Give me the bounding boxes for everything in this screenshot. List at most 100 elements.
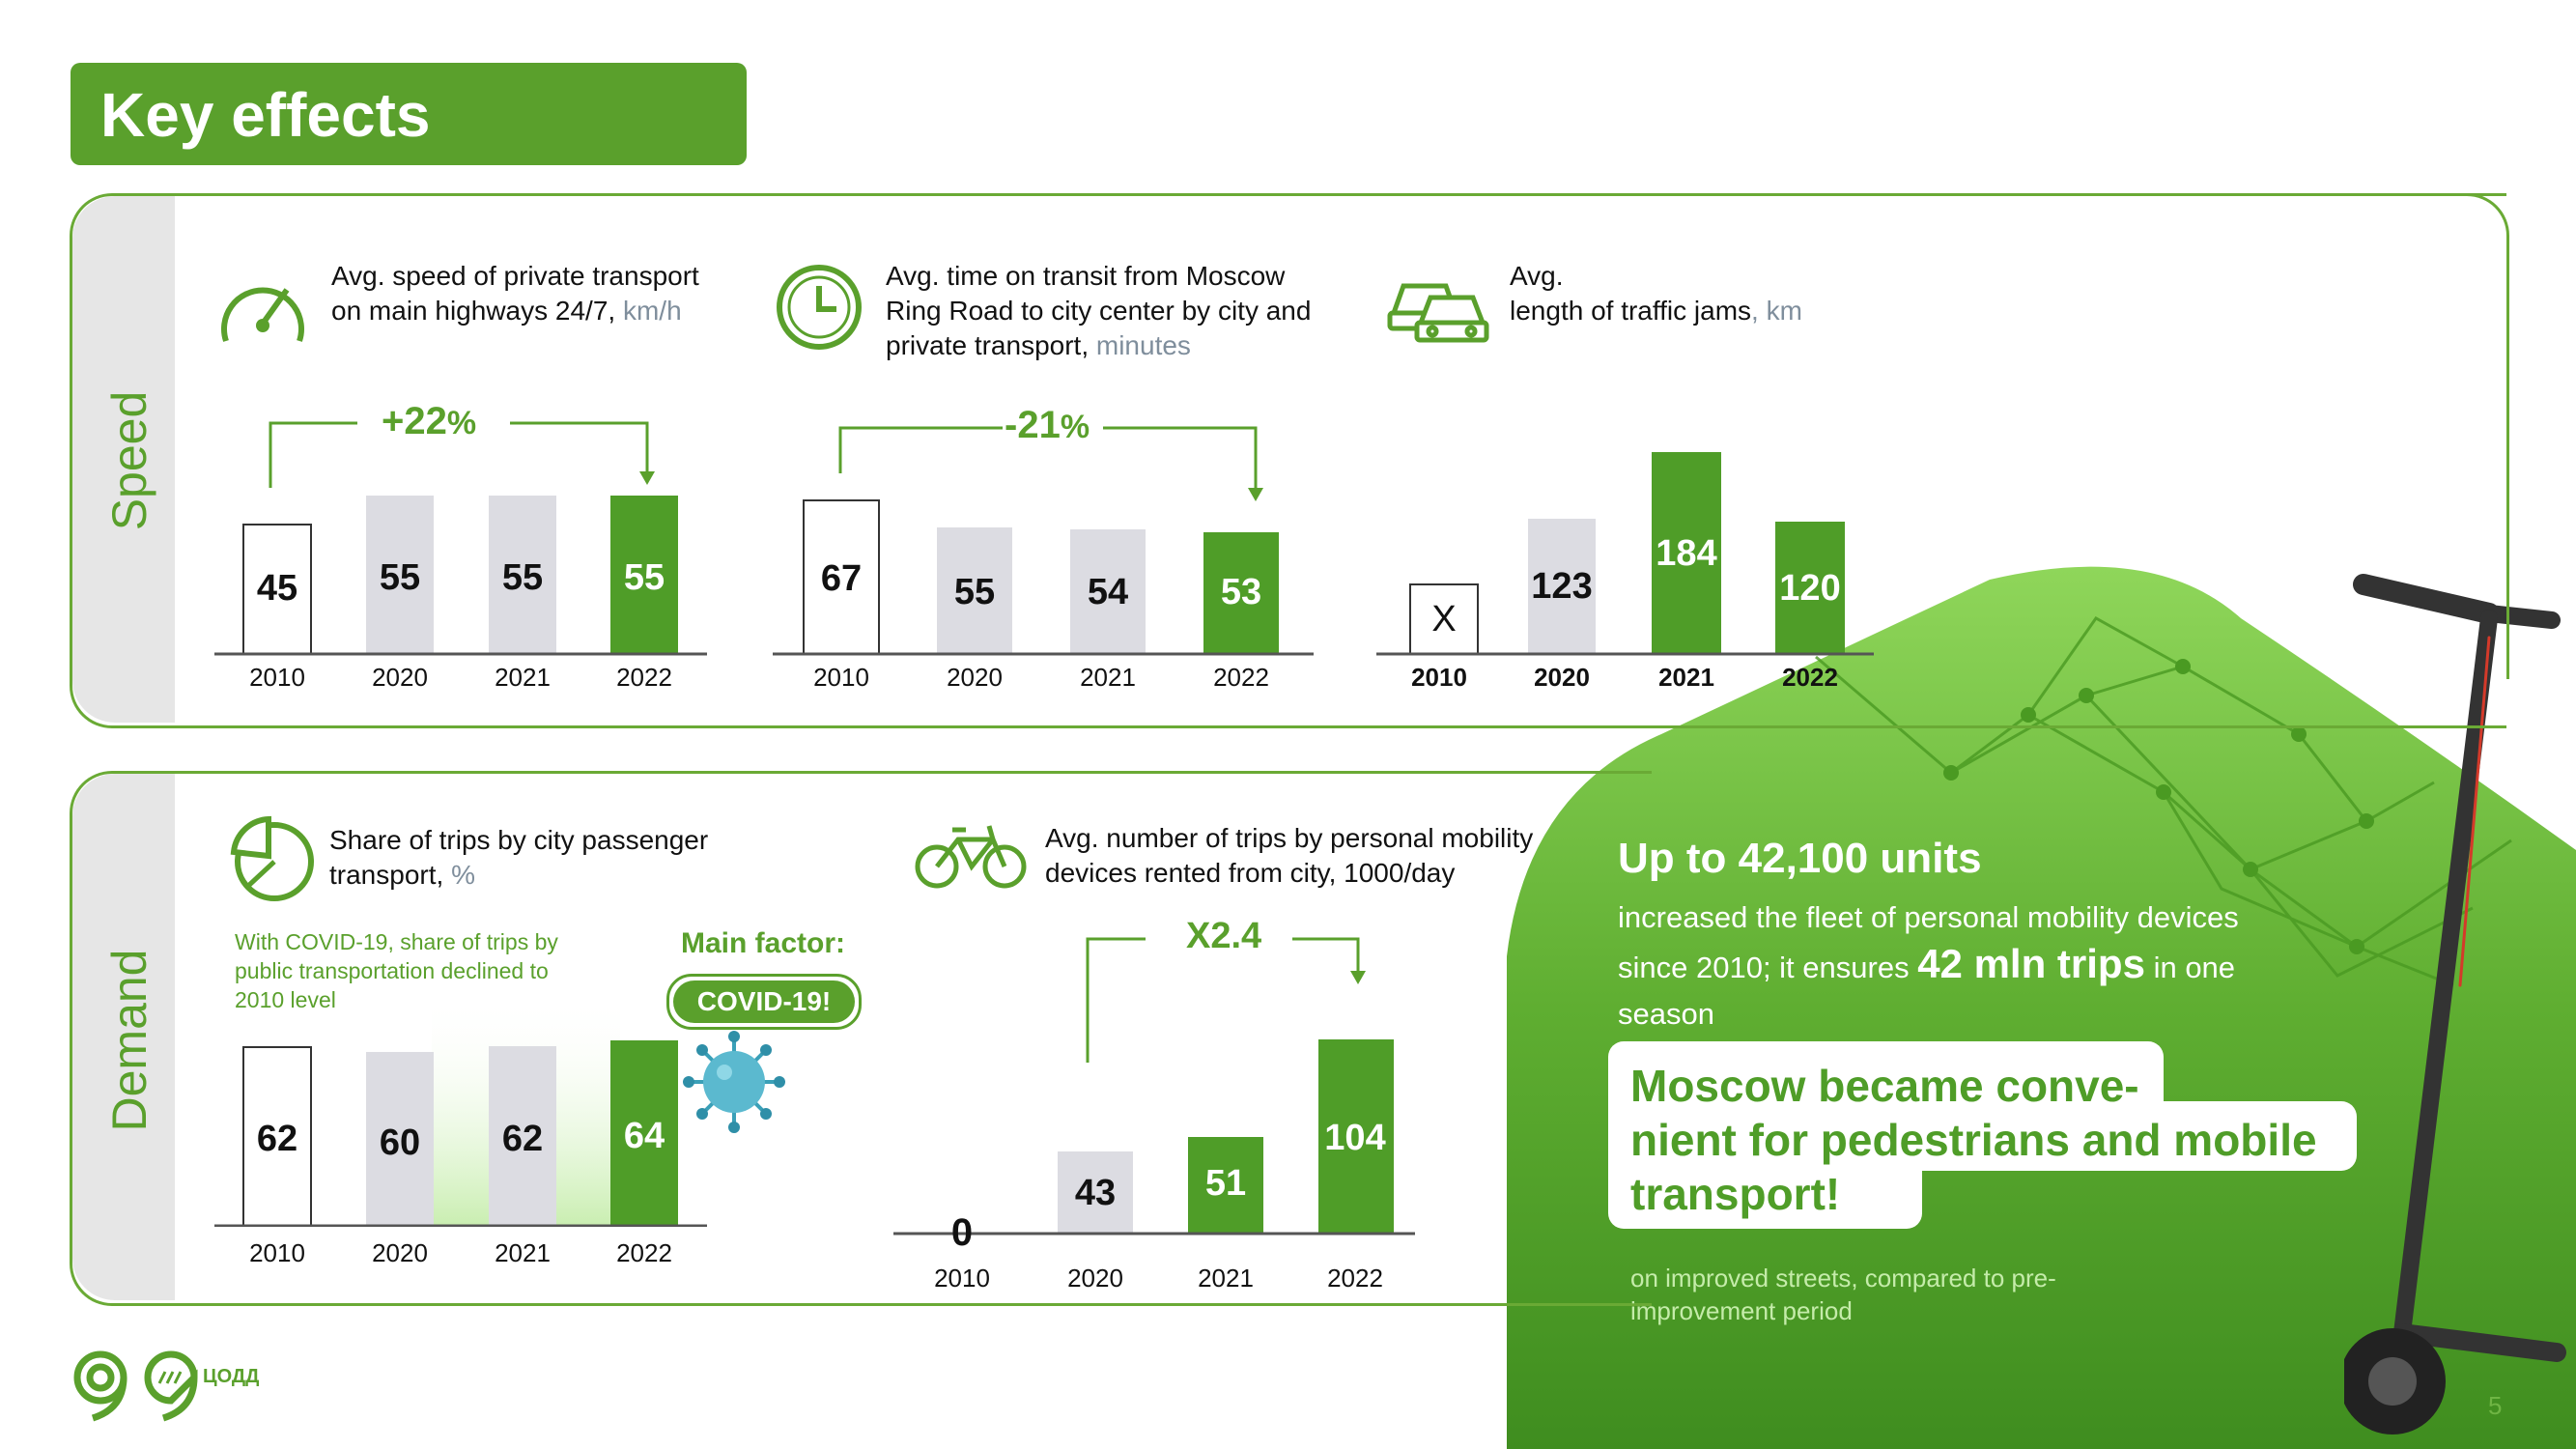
x-tick: 2022 <box>1782 663 1838 692</box>
caption-line: Avg. speed of private transport <box>331 261 699 291</box>
note-line: With COVID-19, share of trips by <box>235 929 558 954</box>
change-value: -21 <box>1005 404 1061 446</box>
title-bar <box>71 63 747 165</box>
bar-value: 64 <box>623 1116 665 1156</box>
callout-box-1 <box>1608 1041 2164 1103</box>
bar-2021 <box>489 1046 556 1227</box>
demand-side-band <box>72 774 175 1300</box>
x-tick: 2021 <box>1658 663 1714 692</box>
speed-chart-1-bracket <box>269 421 655 488</box>
bar-value: 54 <box>1087 572 1129 612</box>
caption-line: length of traffic jams <box>1510 296 1752 326</box>
x-tick: 2021 <box>495 1238 551 1267</box>
caption-unit: km/h <box>622 296 682 326</box>
x-tick: 2020 <box>1534 663 1590 692</box>
speed-panel-right-edge <box>2453 193 2509 679</box>
x-tick: 2020 <box>372 1238 428 1267</box>
bicycle-icon <box>915 825 1027 889</box>
promo-line-1: increased the fleet of personal mobility… <box>1618 900 2239 934</box>
bar-value: 184 <box>1656 533 1717 574</box>
speed-chart-1-change: +22% <box>382 400 476 443</box>
bar-value: 60 <box>379 1122 421 1163</box>
x-tick: 2022 <box>1327 1264 1383 1293</box>
caption-line: Ring Road to city center by city and <box>886 296 1312 326</box>
bar-2021 <box>1070 529 1146 654</box>
callout-box-2 <box>1608 1101 2357 1171</box>
codd-logo-icon <box>144 1350 198 1422</box>
caption-unit: % <box>451 860 475 890</box>
x-tick: 2010 <box>934 1264 990 1293</box>
bar-2020 <box>366 496 434 654</box>
x-tick: 2021 <box>1080 663 1136 692</box>
caption-line: transport, <box>329 860 444 890</box>
x-tick: 2022 <box>1213 663 1269 692</box>
bar-value: 45 <box>256 568 298 609</box>
x-tick: 2020 <box>947 663 1003 692</box>
bar-value: 120 <box>1779 568 1841 609</box>
demand-chart-2-change: X2.4 <box>1186 916 1262 956</box>
speed-chart-2-caption: Avg. time on transit from Moscow Ring Ro… <box>886 259 1349 363</box>
demand-chart-2-bracket <box>1086 937 1366 1063</box>
speed-chart-2-bars <box>773 499 1314 656</box>
promo-body: increased the fleet of personal mobility… <box>1618 895 2352 1037</box>
bar-2021 <box>1188 1137 1263 1234</box>
bar-value: 53 <box>1220 572 1262 612</box>
x-tick: 2010 <box>249 663 305 692</box>
callout-line: nient for pedestrians and mobile <box>1630 1115 2317 1165</box>
promo-line-2a: since 2010; it ensures <box>1618 951 1910 984</box>
page-number: 5 <box>2488 1391 2503 1420</box>
speed-chart-1-bars <box>214 496 707 656</box>
demand-panel <box>70 771 1652 1306</box>
covid-note: With COVID-19, share of trips by public … <box>235 927 640 1014</box>
note-line: public transportation declined to <box>235 958 549 983</box>
promo-line-2-big: 42 mln trips <box>1917 941 2145 986</box>
scooter-image <box>2344 574 2566 1435</box>
bar-2010 <box>242 524 312 655</box>
logo-text: ЦОДД <box>203 1366 260 1387</box>
caption-line: private transport, <box>886 330 1090 360</box>
bar-value: 67 <box>820 558 863 599</box>
bar-2022 <box>1203 532 1279 654</box>
speed-side-band <box>72 196 175 723</box>
bar-value: 62 <box>501 1119 544 1159</box>
change-pct: % <box>446 405 477 441</box>
x-tick: 2020 <box>372 663 428 692</box>
bar-value: 104 <box>1324 1118 1386 1158</box>
bar-value: 43 <box>1074 1173 1117 1213</box>
promo-line-2b: in one <box>2153 951 2236 984</box>
bar-value: 0 <box>950 1211 974 1254</box>
speed-chart-3-caption: Avg. length of traffic jams, km <box>1510 259 1877 328</box>
callout-text: Moscow became conve- nient for pedestria… <box>1630 1059 2317 1221</box>
clock-icon <box>777 265 862 350</box>
footnote-line: on improved streets, compared to pre- <box>1630 1264 2056 1293</box>
demand-chart-1-caption: Share of trips by city passenger transpo… <box>329 823 754 893</box>
page-title: Key effects <box>100 80 431 150</box>
main-factor-label: Main factor: <box>681 927 846 959</box>
caption-line: Share of trips by city passenger <box>329 825 709 855</box>
bar-2010 <box>242 1046 312 1227</box>
speed-chart-2-bracket <box>838 426 1263 501</box>
speed-chart-2-change: -21% <box>1005 404 1090 447</box>
speed-chart-3-bars <box>1376 452 1874 656</box>
caption-unit: , km <box>1751 296 1802 326</box>
change-value: +22 <box>382 400 447 442</box>
caption-line: Avg. <box>1510 261 1564 291</box>
x-tick: 2021 <box>1198 1264 1254 1293</box>
moscow-logo-icon <box>73 1350 127 1422</box>
x-tick: 2010 <box>249 1238 305 1267</box>
footnote-line: improvement period <box>1630 1296 1853 1325</box>
x-tick: 2020 <box>1067 1264 1123 1293</box>
bar-2022 <box>1775 522 1845 654</box>
callout-line: Moscow became conve- <box>1630 1061 2139 1111</box>
covid-badge-inner: COVID-19! <box>673 980 855 1023</box>
speedometer-icon <box>221 287 304 342</box>
bar-value: 55 <box>379 557 421 598</box>
x-tick: 2021 <box>495 663 551 692</box>
bar-2022 <box>610 496 678 654</box>
bar-value: 123 <box>1531 566 1593 607</box>
caption-line: Avg. number of trips by personal mobilit… <box>1045 823 1534 853</box>
speed-panel <box>70 193 2506 728</box>
bar-value: 55 <box>501 557 544 598</box>
promo-footnote: on improved streets, compared to pre- im… <box>1630 1262 2056 1327</box>
demand-side-label: Demand <box>102 949 156 1132</box>
